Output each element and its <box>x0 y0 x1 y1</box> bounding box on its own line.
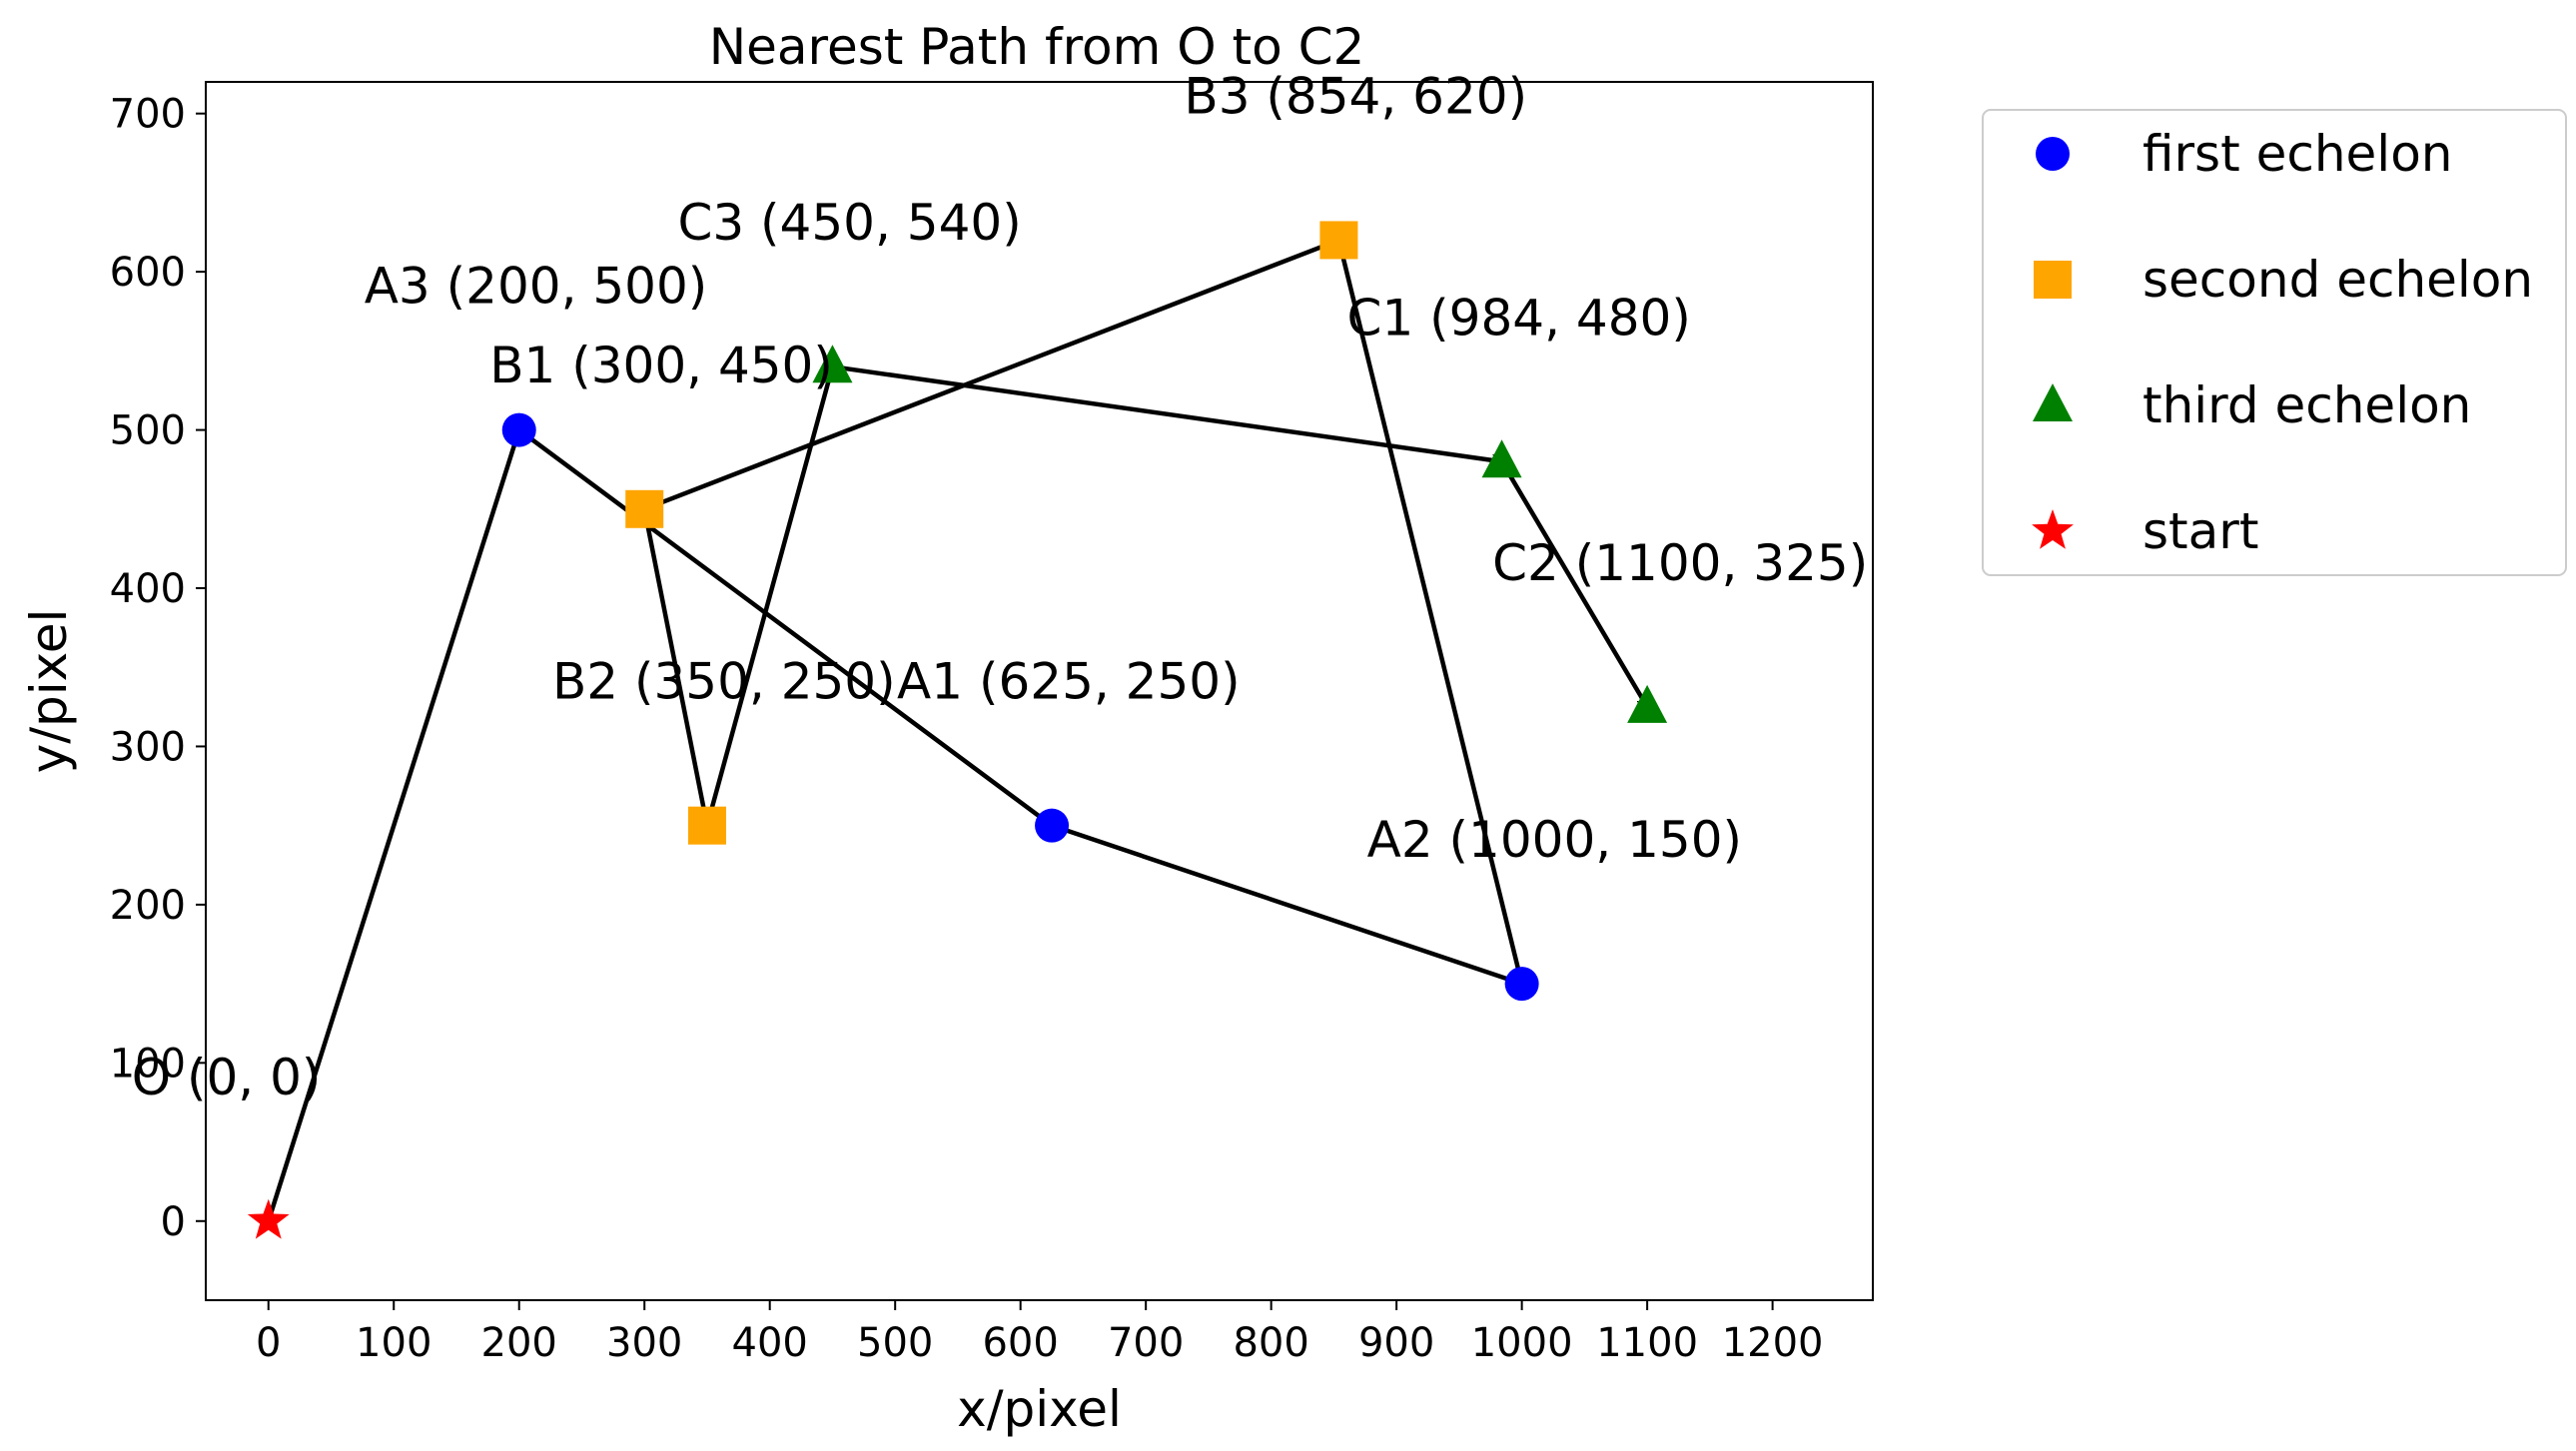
x-tick-label: 1200 <box>1722 1320 1824 1366</box>
y-tick-label: 500 <box>110 408 186 454</box>
point-label: C3 (450, 540) <box>677 194 1021 252</box>
y-axis-title: y/pixel <box>20 609 78 774</box>
x-tick-label: 1100 <box>1596 1320 1698 1366</box>
x-tick-label: 400 <box>732 1320 808 1366</box>
legend: first echelon second echelon third echelon… <box>1982 109 2567 576</box>
point-o-marker <box>247 1198 290 1239</box>
plot-frame <box>205 81 1874 1301</box>
point-label: B1 (300, 450) <box>489 337 833 394</box>
x-tick-label: 300 <box>606 1320 682 1366</box>
path-arrow <box>1051 823 1522 984</box>
x-axis-title: x/pixel <box>957 1380 1122 1438</box>
x-tick-label: 600 <box>982 1320 1058 1366</box>
point-b2-marker <box>687 806 726 845</box>
legend-triangle-icon <box>2033 383 2073 421</box>
point-label: A1 (625, 250) <box>897 653 1241 711</box>
legend-label: second echelon <box>2143 251 2533 309</box>
point-b1-marker <box>625 489 664 528</box>
x-tick-label: 0 <box>256 1320 281 1366</box>
legend-label: start <box>2143 502 2258 560</box>
path-arrow <box>1338 240 1524 985</box>
point-label: A2 (1000, 150) <box>1367 811 1742 869</box>
legend-square-icon <box>2034 261 2072 299</box>
legend-label: first echelon <box>2143 125 2452 183</box>
y-tick-label: 200 <box>110 883 186 929</box>
legend-box <box>1982 109 2567 576</box>
x-tick-label: 500 <box>857 1320 933 1366</box>
path-arrow <box>644 238 1340 508</box>
point-c2-marker <box>1627 684 1668 723</box>
path-arrow <box>704 366 832 827</box>
path-arrow <box>832 363 1501 461</box>
x-tick-label: 900 <box>1358 1320 1434 1366</box>
path-arrow <box>642 508 707 826</box>
point-c3-marker <box>812 345 853 383</box>
point-a1-marker <box>1035 808 1070 843</box>
y-tick-label: 400 <box>110 566 186 612</box>
point-label: B3 (854, 620) <box>1184 67 1527 125</box>
plot-area: 0 100 200 300 400 500 600 700 800 900 1000 1100 1200… <box>20 67 1874 1438</box>
chart-title: Nearest Path from O to C2 <box>709 18 1365 76</box>
x-tick-label: 100 <box>356 1320 431 1366</box>
legend-star-icon <box>2032 509 2074 549</box>
y-tick-label: 700 <box>110 92 186 138</box>
y-tick-label: 600 <box>110 250 186 296</box>
x-tick-label: 700 <box>1108 1320 1184 1366</box>
x-tick-label: 1000 <box>1471 1320 1573 1366</box>
y-tick-label: 100 <box>110 1041 186 1087</box>
point-label: C1 (984, 480) <box>1347 289 1691 347</box>
legend-label: third echelon <box>2143 376 2471 434</box>
y-tick-label: 0 <box>161 1199 186 1245</box>
y-tick-label: 300 <box>110 724 186 770</box>
point-label: O (0, 0) <box>132 1049 322 1106</box>
point-c1-marker <box>1481 439 1522 478</box>
point-label: C2 (1100, 325) <box>1492 534 1868 592</box>
point-label: B2 (350, 250) <box>552 653 896 711</box>
x-tick-label: 200 <box>481 1320 557 1366</box>
point-b3-marker <box>1319 221 1358 260</box>
path-arrow <box>517 427 1054 828</box>
point-label: A3 (200, 500) <box>365 258 708 316</box>
path-arrow <box>266 430 519 1222</box>
point-a3-marker <box>501 412 536 447</box>
point-a2-marker <box>1504 967 1539 1002</box>
path-arrow <box>1499 460 1650 707</box>
x-tick-label: 800 <box>1233 1320 1308 1366</box>
legend-circle-icon <box>2036 137 2070 171</box>
